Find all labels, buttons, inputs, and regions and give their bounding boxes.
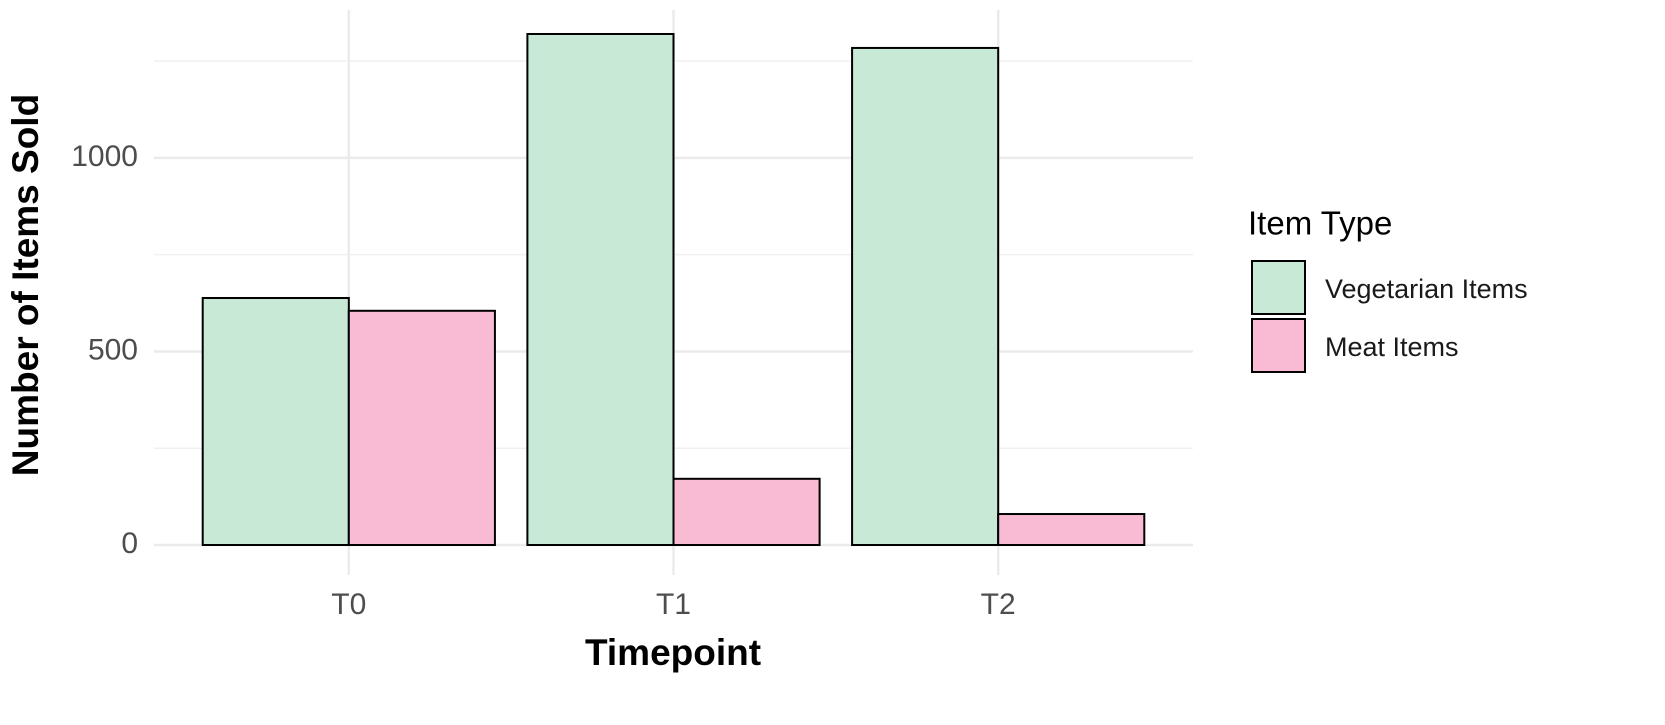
- legend-key: [1251, 318, 1306, 373]
- y-tick-label: 1000: [71, 140, 138, 173]
- y-tick-label: 500: [88, 333, 138, 366]
- x-tick-label: T2: [981, 588, 1016, 621]
- x-tick-label: T1: [656, 588, 691, 621]
- y-axis-title: Number of Items Sold: [5, 94, 46, 476]
- bar: [851, 46, 1000, 546]
- bar: [347, 309, 496, 546]
- y-tick-label: 0: [121, 527, 138, 560]
- legend-title: Item Type: [1248, 205, 1392, 242]
- bar: [997, 513, 1146, 546]
- bar: [201, 297, 350, 546]
- x-axis-title: Timepoint: [585, 632, 761, 673]
- legend-key: [1251, 260, 1306, 315]
- legend-label: Vegetarian Items: [1325, 274, 1528, 304]
- bar: [526, 33, 675, 546]
- legend-label: Meat Items: [1325, 332, 1459, 362]
- x-tick-label: T0: [331, 588, 366, 621]
- bar: [672, 477, 821, 546]
